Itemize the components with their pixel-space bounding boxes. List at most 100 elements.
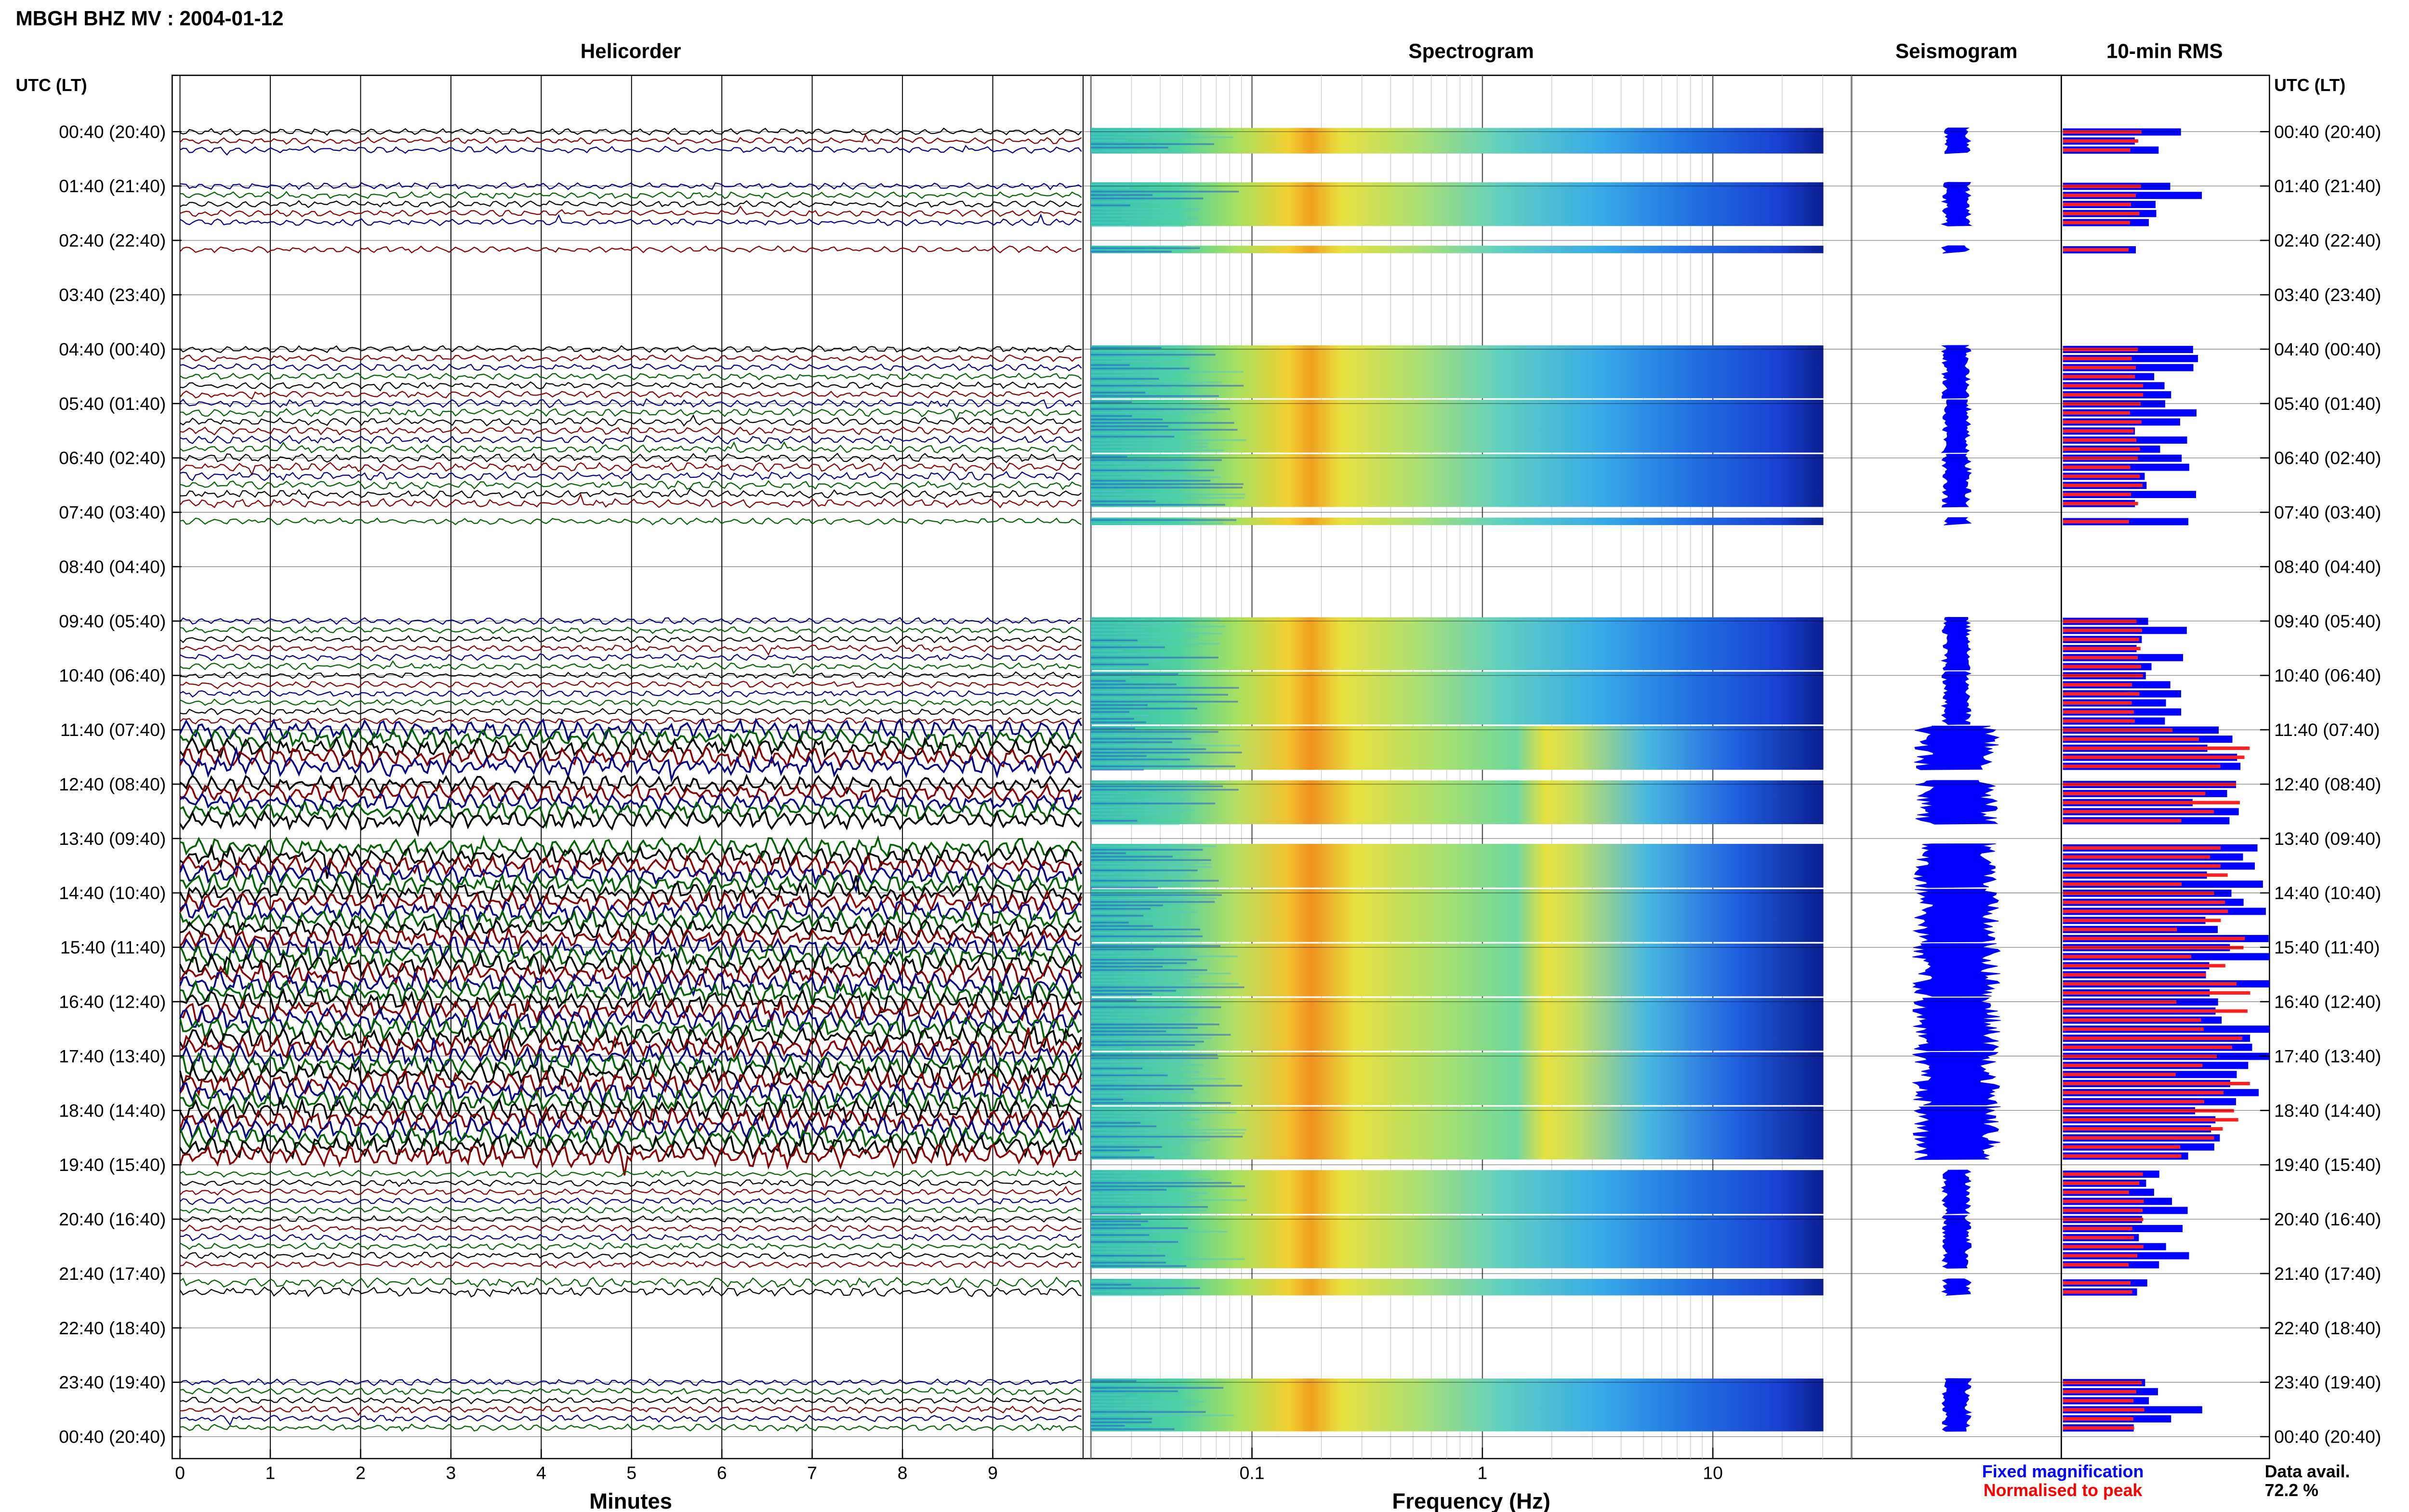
spectrogram-streak [1091,1428,1175,1430]
spectrogram-streak [1091,986,1244,988]
spectrogram-streak [1091,1213,1141,1215]
spectrogram-streak [1091,852,1126,855]
spectrogram-streak [1091,639,1138,642]
spectrogram-streak [1091,364,1130,366]
row-label-left: 17:40 (13:40) [59,1046,166,1066]
spectrogram-streak [1091,1132,1245,1134]
rms-bar-normalised [2063,465,2131,469]
rms-bar-normalised [2063,846,2221,850]
spectrogram-streak [1091,1421,1152,1423]
rms-bar-normalised [2063,1226,2132,1231]
spectrogram-streak [1091,1102,1231,1104]
rms-bar-normalised [2063,1417,2133,1421]
spectrogram-streak [1091,1111,1236,1114]
helicorder-trace [180,707,1082,716]
row-label-left: 13:40 (09:40) [59,828,166,849]
rms-bar-normalised [2063,520,2129,524]
helicorder-x-label: Minutes [589,1489,672,1512]
spectrogram-streak [1091,490,1126,492]
spectrogram-streak [1091,1248,1157,1250]
spectrogram-streak [1091,748,1206,750]
rms-bar-normalised [2063,619,2137,623]
rms-bar-normalised [2063,991,2250,995]
helicorder-traces [179,127,1083,1432]
spectrogram-streak [1091,741,1172,743]
spectrogram-streak [1091,459,1222,461]
spectrogram-streak [1091,907,1151,910]
helicorder-trace [180,127,1082,136]
spectrogram-streak [1091,855,1173,858]
helicorder-trace [179,390,1082,400]
helicorder-trace [179,1067,1082,1097]
spectrogram-streak [1091,1206,1208,1208]
row-label-right: 00:40 (20:40) [2274,1427,2381,1447]
spectrogram-streak [1091,653,1151,655]
spectrogram-streak [1091,449,1224,451]
spectrogram-streak [1091,150,1184,152]
spectrogram-streak [1091,650,1123,652]
seismogram-envelope [1912,889,1999,943]
rms-bar-normalised [2063,1127,2223,1131]
rms-bar-normalised [2063,1281,2131,1285]
spectrogram-block [1091,517,1824,526]
spectrogram-streak [1091,1053,1218,1056]
rms-bar-normalised [2063,638,2139,642]
spectrogram-streak [1091,1149,1140,1152]
rms-bar-normalised [2063,411,2130,415]
spectrogram-streak [1091,1217,1170,1219]
helicorder-trace [180,1378,1082,1386]
seismogram-envelope [1913,843,1997,888]
spectrogram-streak [1091,1057,1218,1059]
rms-bar-normalised [2063,1100,2204,1104]
spectrogram-streak [1091,1078,1225,1080]
rms-bar-normalised [2063,1390,2136,1394]
seismogram-envelope [1941,1378,1972,1432]
helicorder-trace [180,1396,1082,1405]
spectrogram-streak [1091,132,1191,135]
helicorder-trace [180,1233,1082,1242]
row-label-right: 09:40 (05:40) [2274,611,2381,631]
rms-bar-normalised [2063,356,2132,360]
helicorder-trace [180,689,1082,698]
helicorder-trace [180,644,1082,656]
spectrogram-block [1091,780,1824,825]
rms-bar-normalised [2063,1290,2132,1294]
rms-bar-normalised [2063,692,2140,696]
spectrogram-streak [1091,876,1162,879]
minute-tick-label: 5 [626,1462,636,1483]
spectrogram-streak [1091,225,1186,227]
spectrogram-streak [1091,354,1216,356]
spectrogram-streak [1091,809,1195,812]
helicorder-trace [179,134,1082,145]
spectrogram-streak [1091,939,1169,941]
rms-bar-normalised [2063,211,2140,215]
spectrogram-streak [1091,1192,1208,1194]
rms-bar-normalised [2063,810,2214,814]
rms-bar-normalised [2063,919,2221,922]
spectrogram-streak [1091,765,1236,767]
helicorder-trace [180,1242,1082,1250]
helicorder-trace [179,1051,1083,1079]
row-label-left: 05:40 (01:40) [59,394,166,414]
rms-bar-normalised [2063,130,2142,134]
seismogram-envelope [1914,725,2000,770]
rms-bar-normalised [2063,1136,2214,1140]
rms-bar-normalised [2063,1145,2181,1149]
row-label-left: 00:40 (20:40) [59,121,166,142]
rms-bar-normalised [2063,393,2144,397]
spectrogram-streak [1091,751,1242,754]
spectrogram-block [1091,889,1824,942]
rms-bar-normalised [2063,665,2142,669]
spectrogram-streak [1091,1418,1152,1420]
spectrogram-streak [1091,687,1239,689]
helicorder-trace [179,744,1082,770]
spectrogram-streak [1091,894,1222,896]
seismogram-envelope [1944,127,1972,154]
spectrogram-streak [1091,1037,1213,1039]
spectrogram-streak [1091,425,1168,427]
rms-bar-normalised [2063,1064,2203,1067]
spectrogram-streak [1091,1020,1153,1022]
spectrogram-streak [1091,959,1197,961]
helicorder-trace [179,783,1083,805]
row-label-left: 01:40 (21:40) [59,176,166,196]
